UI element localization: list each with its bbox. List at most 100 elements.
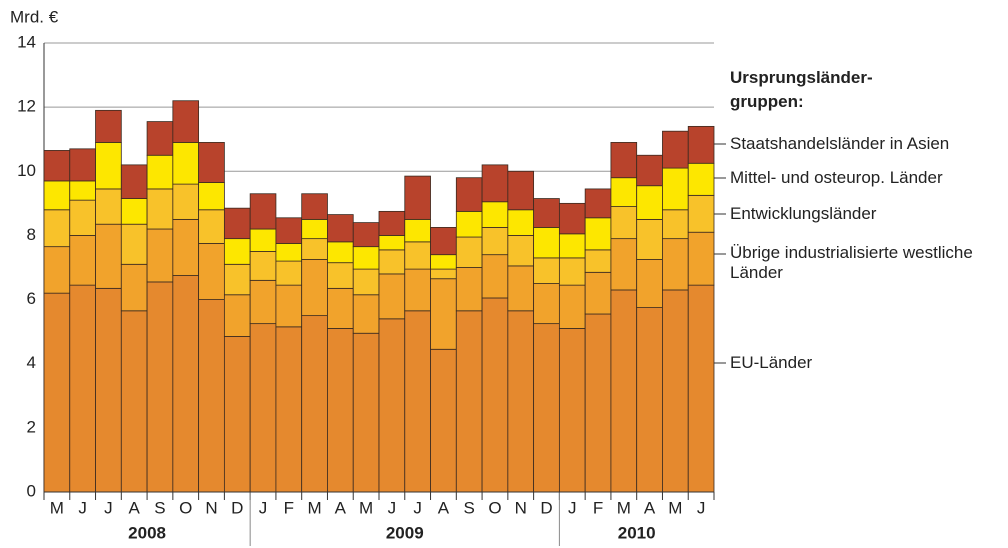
x-tick-label: N (205, 498, 217, 517)
x-tick-label: F (284, 498, 294, 517)
x-tick-label: M (50, 498, 64, 517)
y-tick-label: 0 (27, 481, 36, 500)
bar-segment (275, 284, 303, 328)
legend-label: Mittel- und osteurop. Länder (730, 168, 943, 187)
bar-segment (43, 150, 71, 182)
bar-segment (198, 209, 225, 244)
year-label: 2008 (128, 523, 166, 542)
bar-segment (69, 199, 96, 236)
bar-segment (404, 241, 431, 270)
bar-segment (558, 328, 586, 493)
bar-segment (301, 218, 328, 240)
bar-segment (146, 228, 174, 283)
bar-segment (301, 193, 328, 220)
bar-segment (198, 182, 225, 211)
bar-segment (481, 254, 509, 299)
bar-segment (95, 223, 122, 289)
bar-segment (636, 218, 663, 260)
bar-segment (430, 254, 457, 270)
bar-segment (455, 210, 483, 238)
y-tick-label: 12 (17, 97, 36, 116)
legend-label: EU-Länder (730, 353, 813, 372)
x-tick-label: J (413, 498, 422, 517)
x-tick-label: O (179, 498, 192, 517)
bar-segment (687, 194, 715, 233)
bar-segment (69, 180, 96, 201)
bar-segment (533, 198, 560, 228)
y-tick-label: 2 (27, 417, 36, 436)
bar-segment (584, 313, 612, 493)
bar-segment (223, 263, 251, 296)
bar-segment (95, 142, 122, 190)
bar-segment (687, 231, 715, 286)
bar-segment (146, 188, 174, 230)
bar-segment (507, 209, 535, 236)
bar-segment (120, 198, 148, 225)
bar-segment (120, 223, 148, 265)
bar-segment (249, 279, 277, 325)
bar-segment (249, 251, 277, 281)
bar-segment (223, 238, 251, 265)
x-tick-label: A (644, 498, 656, 517)
bar-segment (95, 188, 122, 225)
bar-segment (662, 289, 689, 493)
bar-segment (430, 268, 457, 280)
bar-segment (172, 142, 200, 185)
bar-segment (120, 164, 148, 199)
bar-segment (687, 125, 715, 164)
x-tick-label: S (154, 498, 165, 517)
bar-segment (455, 310, 483, 493)
bar-segment (558, 257, 586, 286)
bar-segment (301, 315, 328, 493)
bar-segment (507, 310, 535, 493)
bar-segment (533, 323, 560, 493)
bar-segment (198, 299, 225, 493)
x-tick-label: M (307, 498, 321, 517)
bar-segment (404, 218, 431, 243)
bar-segment (481, 164, 509, 203)
bar-segment (430, 227, 457, 256)
bar-segment (584, 188, 612, 219)
bar-segment (69, 148, 96, 182)
bar-segment (275, 326, 303, 493)
x-tick-label: D (231, 498, 243, 517)
x-tick-label: M (668, 498, 682, 517)
bar-segment (687, 162, 715, 196)
y-tick-label: 4 (27, 353, 36, 372)
bar-segment (558, 233, 586, 259)
legend-label: Entwicklungsländer (730, 204, 877, 223)
bar-segment (95, 109, 122, 143)
bar-segment (558, 202, 586, 235)
x-tick-label: D (540, 498, 552, 517)
bar-segment (352, 268, 380, 296)
bar-segment (172, 100, 200, 143)
y-tick-label: 6 (27, 289, 36, 308)
bar-segment (584, 217, 612, 251)
bar-segment (120, 263, 148, 312)
bar-segment (430, 348, 457, 493)
x-tick-label: N (515, 498, 527, 517)
bar-segment (636, 185, 663, 220)
bar-segment (507, 170, 535, 211)
bar-segment (43, 246, 71, 294)
x-tick-label: F (593, 498, 603, 517)
bar-segment (275, 217, 303, 244)
bar-segment (146, 154, 174, 190)
bar-segment (327, 241, 354, 264)
bar-segment (172, 183, 200, 220)
y-tick-label: 14 (17, 32, 36, 51)
bar-segment (172, 275, 200, 493)
bar-segment (327, 328, 354, 493)
bar-segment (327, 262, 354, 289)
bar-segment (481, 227, 509, 256)
bar-segment (198, 243, 225, 300)
year-label: 2010 (618, 523, 656, 542)
bar-segment (43, 180, 71, 211)
bar-segment (687, 284, 715, 493)
bar-segment (378, 249, 406, 275)
bar-segment (558, 284, 586, 329)
x-tick-label: J (697, 498, 706, 517)
legend-label: Staatshandelsländer in Asien (730, 134, 950, 153)
